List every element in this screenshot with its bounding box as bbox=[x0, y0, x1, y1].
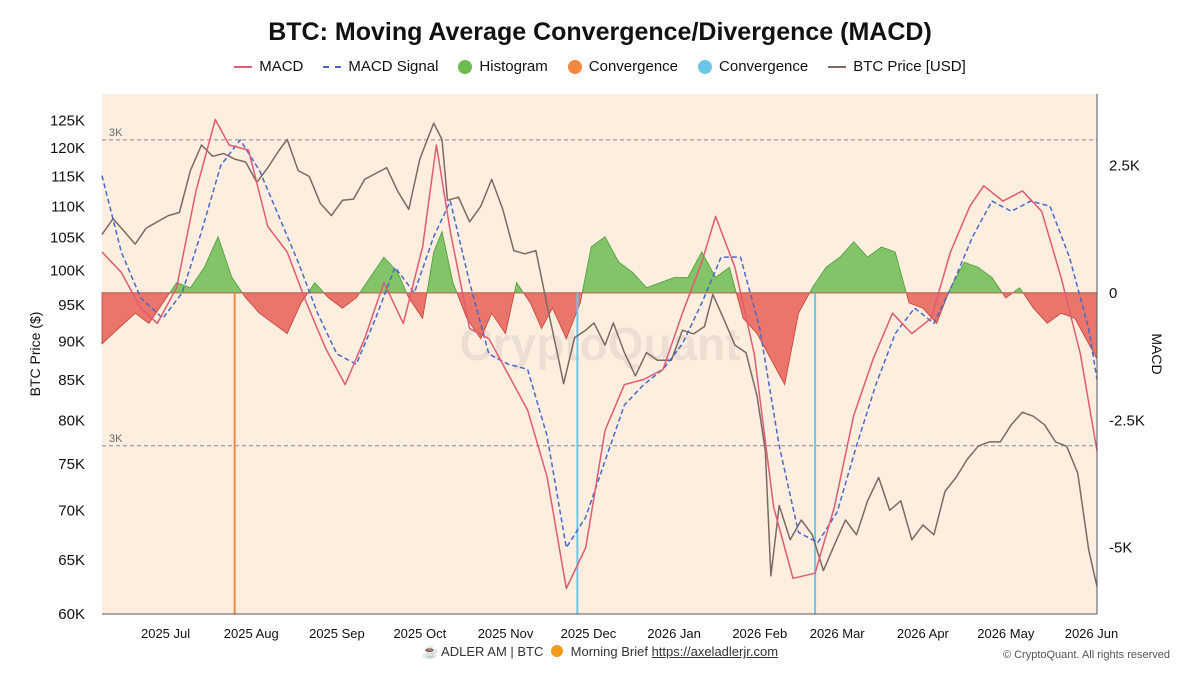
legend-label-convergence-orange: Convergence bbox=[588, 58, 679, 75]
left-axis-tick-label: 100K bbox=[50, 262, 85, 279]
series-line-btc-price-usd bbox=[101, 122, 1098, 587]
legend-item-histogram[interactable]: Histogram bbox=[458, 58, 548, 75]
left-axis-tick-label: 60K bbox=[58, 606, 85, 623]
left-axis-tick-label: 105K bbox=[50, 230, 85, 247]
reference-line-label: 3K bbox=[109, 433, 123, 445]
series-line-macd-signal bbox=[101, 139, 1098, 549]
legend-item-macd-signal[interactable]: MACD Signal bbox=[323, 58, 438, 75]
legend-swatch-macd-signal bbox=[323, 65, 342, 68]
x-axis-tick-label: 2025 Jul bbox=[141, 626, 190, 641]
legend-item-convergence-orange[interactable]: Convergence bbox=[567, 58, 679, 75]
bitcoin-coin-icon bbox=[551, 645, 564, 657]
legend-label-histogram: Histogram bbox=[479, 58, 548, 75]
footer-brand: ☕ ADLER AM | BTC bbox=[421, 644, 544, 659]
left-axis-tick-label: 80K bbox=[58, 413, 85, 430]
chart-title: BTC: Moving Average Convergence/Divergen… bbox=[268, 18, 932, 46]
left-axis-tick-label: 110K bbox=[51, 198, 85, 215]
legend-item-macd[interactable]: MACD bbox=[234, 58, 303, 75]
legend-item-btc-price[interactable]: BTC Price [USD] bbox=[828, 58, 966, 75]
x-axis-tick-label: 2026 Mar bbox=[810, 626, 866, 641]
footer-link[interactable]: https://axeladlerjr.com bbox=[651, 644, 779, 659]
line-series bbox=[101, 118, 1098, 590]
legend-label-btc-price: BTC Price [USD] bbox=[853, 58, 966, 75]
left-axis-tick-label: 75K bbox=[58, 456, 85, 473]
x-axis-tick-label: 2025 Dec bbox=[561, 626, 617, 641]
x-axis-tick-label: 2026 May bbox=[977, 626, 1035, 641]
left-axis: 60K 65K 70K 75K 80K 85K 90K 95K 100K 105K 110K 115K… bbox=[50, 112, 85, 623]
left-axis-tick-label: 120K bbox=[50, 140, 85, 157]
legend-swatch-histogram bbox=[458, 59, 473, 74]
legend-item-convergence-blue[interactable]: Convergence bbox=[698, 58, 808, 75]
legend-swatch-macd bbox=[234, 65, 253, 68]
x-axis-tick-label: 2026 Jan bbox=[647, 626, 701, 641]
footer-brief: Morning Brief bbox=[570, 644, 648, 659]
x-axis-tick-label: 2025 Aug bbox=[224, 626, 279, 641]
right-axis-label: MACD bbox=[1149, 333, 1165, 374]
copyright: © CryptoQuant. All rights reserved bbox=[1002, 649, 1170, 661]
left-axis-tick-label: 70K bbox=[58, 502, 85, 519]
plot-background bbox=[102, 94, 1097, 614]
left-axis-tick-label: 90K bbox=[58, 333, 85, 350]
convergence-markers bbox=[233, 292, 817, 614]
left-axis-tick-label: 65K bbox=[58, 552, 85, 569]
x-axis-tick-label: 2026 Jun bbox=[1065, 626, 1119, 641]
legend-label-macd-signal: MACD Signal bbox=[348, 58, 439, 75]
x-axis-tick-label: 2025 Nov bbox=[478, 626, 534, 641]
x-axis-tick-label: 2025 Sep bbox=[309, 626, 365, 641]
right-axis-tick-label: -2.5K bbox=[1109, 412, 1145, 429]
reference-lines: 3K 3K bbox=[102, 127, 1097, 447]
right-axis-tick-label: 0 bbox=[1109, 285, 1117, 302]
right-axis: 2.5K 0 -2.5K -5K bbox=[1109, 157, 1145, 556]
left-axis-tick-label: 115K bbox=[51, 168, 85, 185]
chart-legend: MACD MACD Signal Histogram Convergence C… bbox=[0, 58, 1200, 75]
x-axis-tick-label: 2026 Apr bbox=[897, 626, 950, 641]
legend-swatch-btc-price bbox=[828, 65, 847, 68]
legend-label-macd: MACD bbox=[259, 58, 304, 75]
footer: ☕ ADLER AM | BTC Morning Brief https://a… bbox=[0, 644, 1200, 660]
x-axis-tick-label: 2026 Feb bbox=[732, 626, 787, 641]
left-axis-label: BTC Price ($) bbox=[27, 312, 43, 397]
x-axis: 2025 Jul 2025 Aug 2025 Sep 2025 Oct 2025 Nov… bbox=[141, 626, 1118, 641]
x-axis-tick-label: 2025 Oct bbox=[393, 626, 446, 641]
legend-swatch-convergence-orange bbox=[567, 59, 582, 74]
left-axis-tick-label: 125K bbox=[50, 112, 85, 129]
right-axis-tick-label: -5K bbox=[1109, 540, 1132, 557]
reference-line-label: 3K bbox=[109, 127, 123, 139]
legend-label-convergence-blue: Convergence bbox=[719, 58, 809, 75]
series-line-macd bbox=[101, 118, 1098, 590]
left-axis-tick-label: 95K bbox=[58, 297, 85, 314]
left-axis-tick-label: 85K bbox=[58, 372, 85, 389]
legend-swatch-convergence-blue bbox=[698, 59, 713, 74]
right-axis-tick-label: 2.5K bbox=[1109, 157, 1140, 174]
